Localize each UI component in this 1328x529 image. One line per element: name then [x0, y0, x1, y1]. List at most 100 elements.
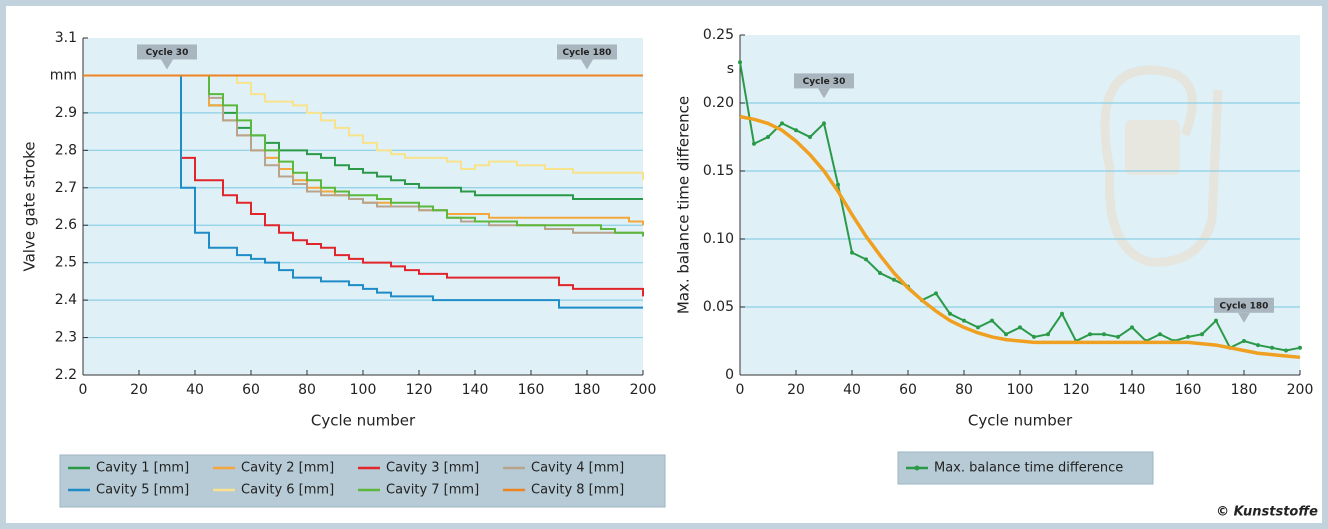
x-tick-label: 140	[1119, 382, 1146, 398]
point	[1284, 348, 1288, 353]
x-tick-label: 80	[955, 382, 973, 398]
point	[1270, 345, 1274, 350]
point	[766, 135, 770, 139]
part-image	[1100, 65, 1223, 267]
x-tick-label: 200	[1287, 382, 1314, 398]
series-line	[739, 114, 1301, 360]
x-tick-label: 160	[518, 382, 545, 398]
point	[1186, 334, 1190, 339]
x-tick-label: 100	[350, 382, 377, 398]
callout-text: Cycle 180	[1220, 301, 1269, 311]
y-tick-label: 0.20	[703, 95, 734, 111]
x-tick-label: 20	[787, 382, 805, 398]
y-tick-label: 0.05	[703, 299, 734, 315]
point	[1214, 318, 1218, 323]
part-lock	[1125, 120, 1180, 175]
legend-label: Cavity 1 [mm]	[96, 461, 189, 476]
part-loop	[1100, 65, 1197, 171]
legend-box	[897, 451, 1154, 485]
x-tick-label: 40	[186, 382, 204, 398]
x-tick-label: 120	[1063, 382, 1090, 398]
y-tick-label: 3.1	[55, 30, 77, 46]
point	[1102, 332, 1106, 337]
legend-label: Cavity 4 [mm]	[531, 461, 624, 476]
point	[780, 121, 784, 126]
point	[1200, 332, 1204, 337]
callout-text: Cycle 180	[563, 48, 612, 58]
x-tick-label: 0	[79, 382, 88, 398]
point	[808, 135, 812, 139]
y-tick-label: 0.15	[703, 163, 734, 179]
point	[1018, 325, 1022, 330]
point	[822, 121, 826, 126]
callout-box	[794, 73, 854, 89]
y-tick-label: 2.6	[55, 217, 77, 233]
legend-label: Cavity 5 [mm]	[96, 483, 189, 498]
callout-pointer	[818, 88, 830, 99]
point	[864, 257, 868, 262]
y-tick-label: 0	[725, 367, 734, 383]
x-tick-label: 80	[298, 382, 316, 398]
point	[1130, 325, 1134, 330]
x-tick-label: 200	[630, 382, 657, 398]
y-tick-label: 2.2	[55, 367, 77, 383]
y-tick-label: 2.4	[55, 292, 77, 308]
y-tick-label: 2.8	[55, 142, 77, 158]
y-tick-label: 2.9	[55, 105, 77, 121]
series-line	[83, 74, 644, 297]
x-tick-label: 160	[1175, 382, 1202, 398]
callout-pointer	[161, 59, 173, 70]
callout-box	[137, 44, 197, 60]
y-tick-label: mm	[50, 67, 77, 83]
point	[752, 141, 756, 146]
x-tick-label: 60	[242, 382, 260, 398]
callout-box	[557, 44, 617, 60]
x-tick-label: 140	[462, 382, 489, 398]
point	[738, 60, 742, 65]
point	[934, 291, 938, 296]
legend-label: Max. balance time difference	[934, 461, 1123, 476]
callout-pointer	[581, 59, 593, 70]
point	[1298, 345, 1302, 350]
legend-label: Cavity 8 [mm]	[531, 483, 624, 498]
x-tick-label: 60	[899, 382, 917, 398]
legend-marker	[914, 465, 920, 471]
callout-pointer	[1238, 312, 1250, 323]
x-tick-label: 40	[843, 382, 861, 398]
credit: © Kunststoffe	[1216, 505, 1318, 520]
y-tick-label: 2.3	[55, 330, 77, 346]
x-tick-label: 180	[574, 382, 601, 398]
y-axis-title: Valve gate stroke	[21, 141, 39, 271]
legend-label: Cavity 6 [mm]	[241, 483, 334, 498]
point	[962, 318, 966, 323]
callout-text: Cycle 30	[146, 48, 189, 58]
x-tick-label: 120	[406, 382, 433, 398]
point	[878, 271, 882, 275]
point	[1256, 343, 1260, 348]
x-tick-label: 20	[130, 382, 148, 398]
x-axis-title: Cycle number	[968, 412, 1073, 430]
point	[1046, 332, 1050, 337]
y-tick-label: 2.5	[55, 255, 77, 271]
point	[892, 277, 896, 282]
point	[1242, 339, 1246, 343]
callout-box	[1214, 297, 1274, 313]
callout-text: Cycle 30	[803, 77, 846, 87]
y-tick-label: 2.7	[55, 180, 77, 196]
point	[990, 318, 994, 323]
x-tick-label: 180	[1231, 382, 1258, 398]
point	[1060, 311, 1064, 316]
x-tick-label: 100	[1007, 382, 1034, 398]
y-unit: s	[727, 61, 734, 77]
plot-area	[83, 38, 643, 375]
point	[850, 250, 854, 255]
x-axis-title: Cycle number	[311, 412, 416, 430]
point	[1032, 334, 1036, 339]
series-line	[83, 74, 643, 309]
legend-label: Cavity 2 [mm]	[241, 461, 334, 476]
point	[794, 128, 798, 133]
y-tick-label: 0.25	[703, 27, 734, 43]
plot-area	[740, 35, 1300, 375]
